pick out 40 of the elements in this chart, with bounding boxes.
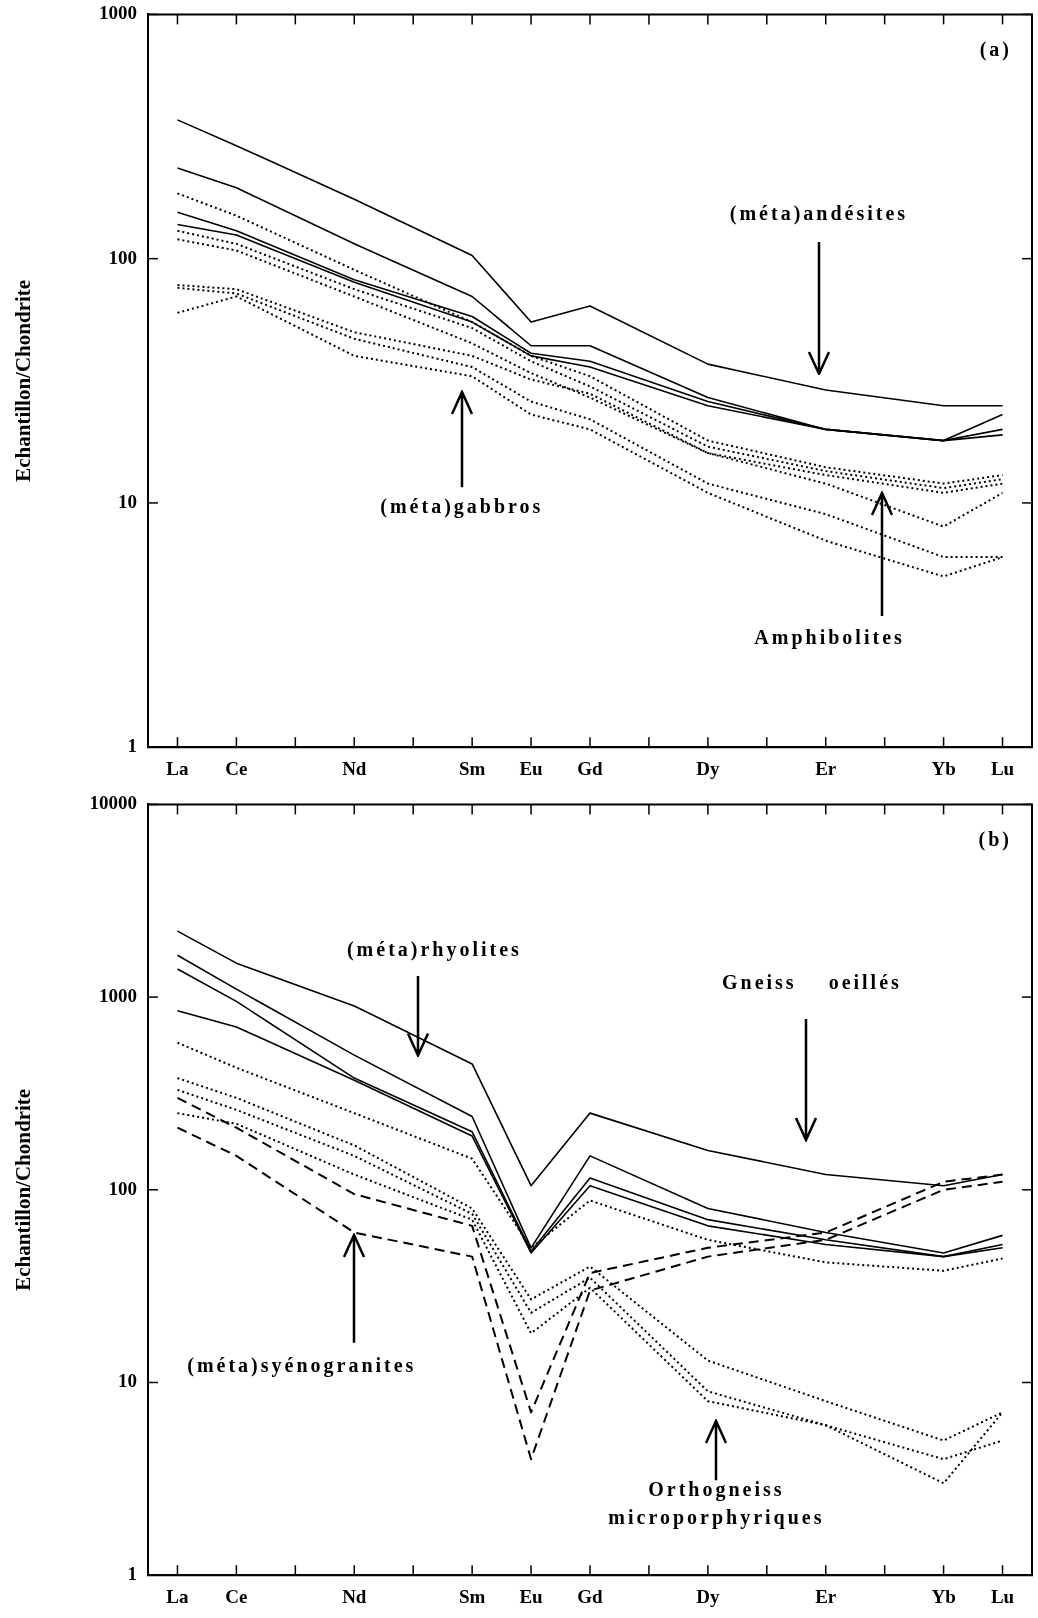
x-tick-label: Ce bbox=[225, 1585, 248, 1607]
y-tick-label: 10000 bbox=[89, 792, 137, 814]
x-tick-label: Gd bbox=[577, 1585, 604, 1607]
annotation: (méta)rhyolites bbox=[346, 938, 522, 962]
annotation: (méta)syénogranites bbox=[187, 1354, 417, 1378]
annotation: (méta)gabbros bbox=[380, 494, 544, 518]
y-tick-label: 100 bbox=[108, 246, 137, 268]
y-tick-label: 1 bbox=[127, 1563, 137, 1585]
annotation: Gneiss oeillés bbox=[721, 971, 902, 994]
y-tick-label: 100 bbox=[108, 1177, 137, 1199]
x-tick-label: Eu bbox=[519, 757, 544, 779]
x-tick-label: Lu bbox=[990, 757, 1015, 779]
y-tick-label: 10 bbox=[118, 1370, 137, 1392]
y-axis-title: Echantillon/Chondrite bbox=[11, 279, 36, 482]
annotation: (méta)andésites bbox=[729, 202, 909, 226]
y-axis-title: Echantillon/Chondrite bbox=[11, 1088, 36, 1291]
y-tick-label: 1 bbox=[127, 735, 137, 757]
x-tick-label: Dy bbox=[696, 757, 720, 779]
annotation: Amphibolites bbox=[754, 625, 905, 649]
annotation: (b) bbox=[978, 827, 1012, 851]
y-tick-label: 1000 bbox=[99, 2, 137, 24]
x-tick-label: Dy bbox=[696, 1585, 720, 1607]
x-tick-label: Er bbox=[815, 757, 837, 779]
x-tick-label: Nd bbox=[342, 1585, 367, 1607]
x-tick-label: Yb bbox=[931, 1585, 956, 1607]
x-tick-label: La bbox=[166, 1585, 190, 1607]
x-tick-label: Eu bbox=[519, 1585, 544, 1607]
x-tick-label: La bbox=[166, 757, 190, 779]
x-tick-label: Ce bbox=[225, 757, 248, 779]
x-tick-label: Lu bbox=[990, 1585, 1015, 1607]
annotation: (a) bbox=[979, 37, 1012, 61]
x-tick-label: Gd bbox=[577, 757, 604, 779]
x-tick-label: Sm bbox=[458, 757, 486, 779]
y-tick-label: 10 bbox=[118, 490, 137, 512]
annotation: Orthogneiss microporphyriques bbox=[608, 1477, 825, 1529]
x-tick-label: Nd bbox=[342, 757, 367, 779]
x-tick-label: Sm bbox=[458, 1585, 486, 1607]
x-tick-label: Yb bbox=[931, 757, 956, 779]
x-tick-label: Er bbox=[815, 1585, 837, 1607]
y-tick-label: 1000 bbox=[99, 985, 137, 1007]
